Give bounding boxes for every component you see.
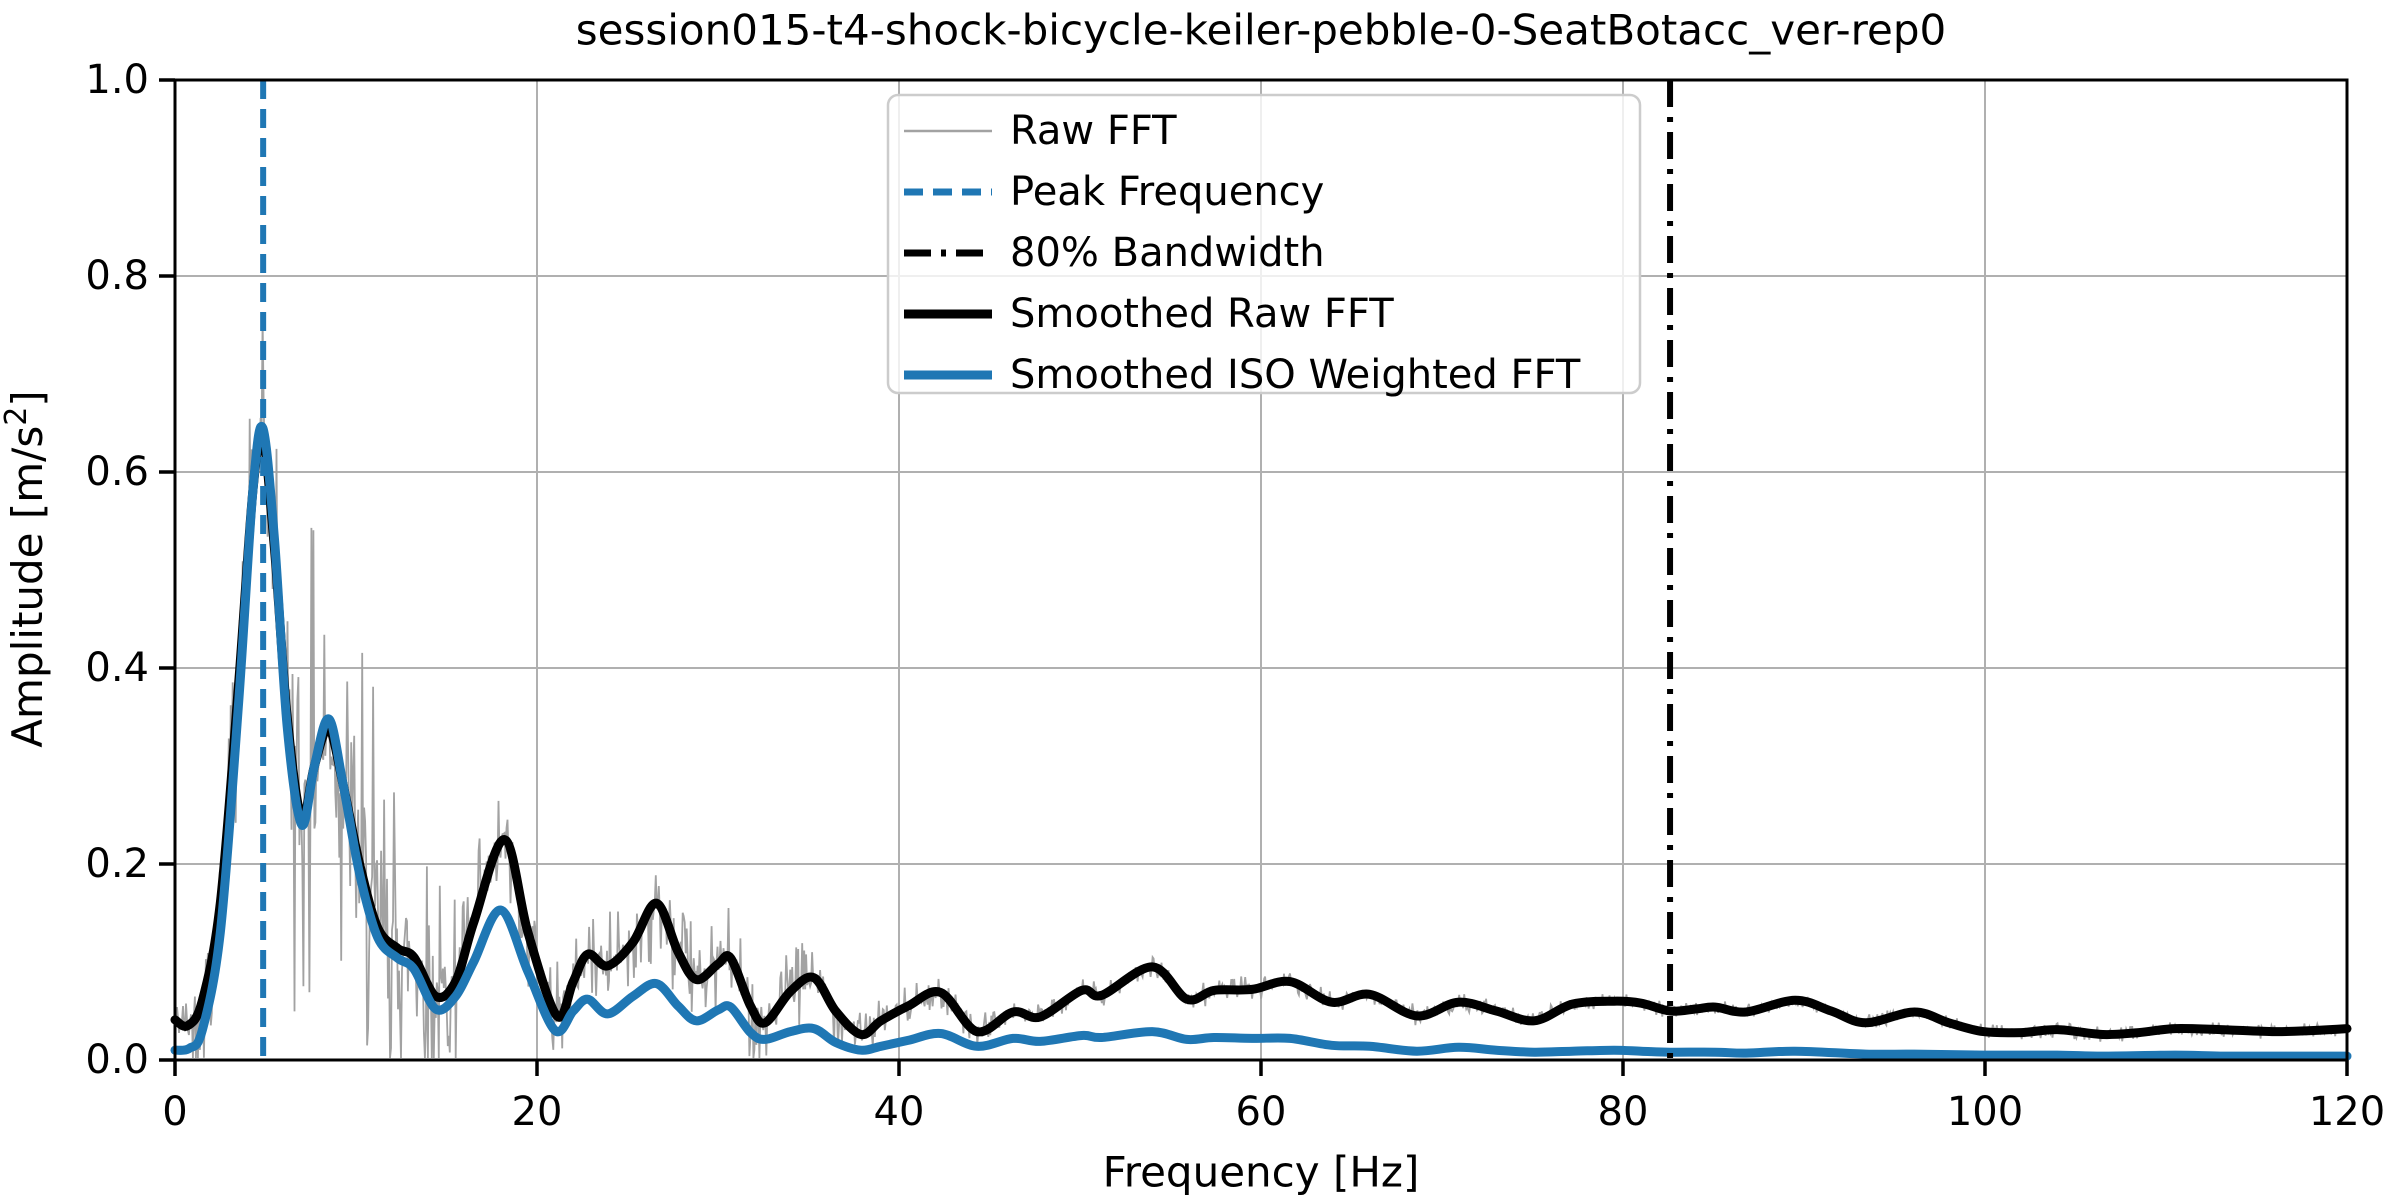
y-axis-label-close: ] [3, 390, 52, 406]
y-tick-label: 0.0 [85, 1037, 149, 1083]
y-tick-label: 0.6 [85, 449, 149, 495]
x-tick-label: 20 [512, 1089, 563, 1135]
x-tick-label: 100 [1947, 1089, 2023, 1135]
legend-label-smoothed_raw: Smoothed Raw FFT [1010, 291, 1394, 337]
legend-label-peak: Peak Frequency [1010, 169, 1324, 215]
y-tick-label: 0.4 [85, 645, 149, 691]
y-tick-label: 1.0 [85, 57, 149, 103]
y-axis-label-superscript: 2 [0, 407, 34, 426]
data-series-layer [170, 80, 2352, 1061]
legend-label-raw: Raw FFT [1010, 108, 1177, 154]
legend-box [886, 93, 1642, 395]
legend-label-bandwidth: 80% Bandwidth [1010, 230, 1325, 276]
x-tick-label: 0 [162, 1089, 187, 1135]
y-axis-label: Amplitude [m/s2] [0, 390, 52, 747]
x-tick-label: 80 [1598, 1089, 1649, 1135]
chart-title: session015-t4-shock-bicycle-keiler-pebbl… [576, 6, 1946, 55]
y-axis-label-main: Amplitude [m/s [3, 426, 52, 748]
x-tick-label: 60 [1236, 1089, 1287, 1135]
legend: Raw FFT Peak Frequency 80% Bandwidth Smooth… [886, 93, 1642, 398]
legend-label-smoothed_iso: Smoothed ISO Weighted FFT [1010, 352, 1581, 398]
smoothed-iso-weighted-fft-curve [170, 421, 2352, 1061]
y-tick-label: 0.2 [85, 841, 149, 887]
x-tick-label: 40 [874, 1089, 925, 1135]
y-tick-label: 0.8 [85, 253, 149, 299]
x-tick-label: 120 [2309, 1089, 2385, 1135]
x-axis-label: Frequency [Hz] [1103, 1148, 1420, 1197]
tick-labels-layer: 0 20 40 60 80 100 120 0.0 0.2 0.4 0.6 0.8 1.0 [85, 57, 2385, 1135]
